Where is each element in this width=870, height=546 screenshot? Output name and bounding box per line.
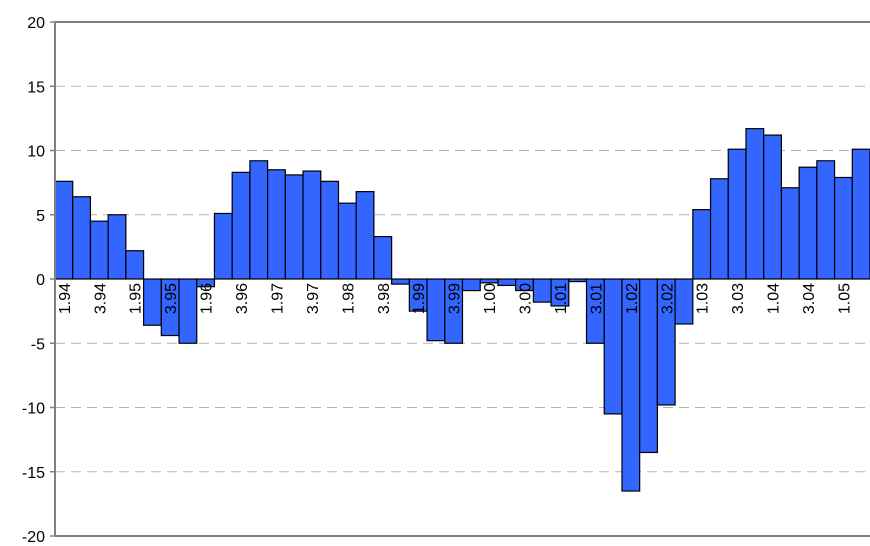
bar: [709, 178, 729, 280]
bar: [603, 278, 623, 415]
y-tick-label: 0: [36, 272, 45, 289]
bar: [727, 148, 747, 280]
x-tick-label: 3.99: [447, 283, 464, 314]
bar: [355, 191, 375, 280]
bars: [54, 128, 870, 492]
x-tick-label: 3.96: [234, 283, 251, 314]
bar: [692, 209, 712, 280]
y-tick-labels: 20 15 10 5 0 -5 -10 -15 -20: [22, 15, 55, 546]
y-tick-label: -5: [31, 336, 45, 353]
bar: [54, 180, 74, 280]
bar: [851, 148, 870, 280]
x-tick-label: 1.04: [766, 283, 783, 314]
bar: [125, 250, 145, 280]
x-tick-label: 1.05: [836, 283, 853, 314]
x-tick-label: 3.94: [92, 283, 109, 314]
bar: [72, 196, 92, 280]
y-tick-label: 15: [27, 79, 45, 96]
y-tick-label: -15: [22, 465, 45, 482]
x-tick-label: 3.00: [518, 283, 535, 314]
bar: [213, 212, 233, 280]
bar: [142, 278, 162, 326]
x-tick-label: 3.03: [730, 283, 747, 314]
x-tick-label: 1.95: [128, 283, 145, 314]
bar: [178, 278, 198, 344]
bar: [249, 160, 269, 280]
x-tick-label: 1.99: [411, 283, 428, 314]
bar: [479, 278, 499, 284]
x-tick-label: 1.97: [269, 283, 286, 314]
bar: [798, 166, 818, 280]
bar: [89, 220, 109, 280]
x-tick-label: 1.00: [482, 283, 499, 314]
x-tick-label: 3.95: [163, 283, 180, 314]
x-tick-label: 3.98: [376, 283, 393, 314]
x-tick-label: 3.04: [801, 283, 818, 314]
bar: [745, 128, 765, 280]
bar: [550, 278, 570, 307]
y-tick-label: 10: [27, 144, 45, 161]
bar: [763, 134, 783, 280]
y-tick-label: 5: [36, 208, 45, 225]
x-tick-label: 1.94: [57, 283, 74, 314]
bar: [497, 278, 517, 287]
bar: [444, 278, 464, 344]
bar: [674, 278, 694, 325]
y-tick-label: -10: [22, 401, 45, 418]
x-tick-label: 1.98: [340, 283, 357, 314]
bar: [337, 202, 357, 280]
x-tick-label: 3.97: [305, 283, 322, 314]
bar: [302, 170, 322, 280]
bar: [426, 278, 446, 342]
x-tick-label: 1.02: [624, 283, 641, 314]
bar: [532, 278, 552, 303]
bar: [107, 214, 127, 280]
bar: [816, 160, 836, 280]
bar: [639, 278, 658, 454]
x-tick-label: 1.01: [553, 283, 570, 314]
y-tick-label: 20: [27, 15, 45, 32]
bar: [568, 278, 588, 283]
bar: [461, 278, 481, 292]
bar: [780, 187, 800, 280]
bar: [391, 278, 410, 285]
x-tick-label: 3.01: [588, 283, 605, 314]
y-tick-label: -20: [22, 529, 45, 546]
bar: [833, 176, 853, 280]
x-tick-label: 1.03: [695, 283, 712, 314]
bar: [231, 171, 251, 280]
bar: [656, 278, 676, 406]
bar: [320, 180, 340, 280]
bar: [196, 278, 216, 288]
bar: [267, 169, 286, 280]
x-tick-label: 3.02: [659, 283, 676, 314]
bar: [284, 174, 304, 280]
x-tick-labels: 1.94 3.94 1.95 3.95 1.96 3.96 1.97 3.97 1.98 3.98…: [57, 283, 854, 314]
bar: [373, 235, 393, 280]
x-tick-label: 1.96: [199, 283, 216, 314]
